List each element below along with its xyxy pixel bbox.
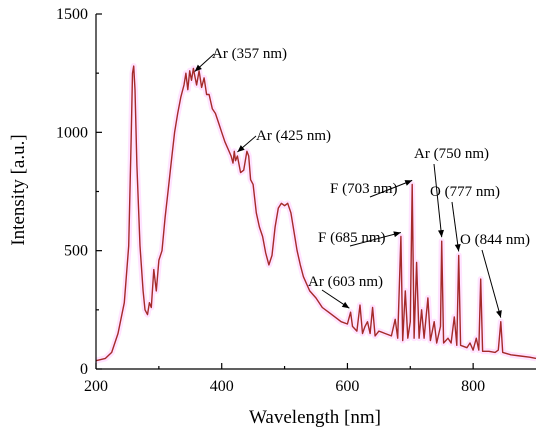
x-tick-label: 400: [210, 378, 234, 395]
annotation-arrowhead: [237, 145, 245, 152]
annotation-label: O (777 nm): [430, 184, 500, 200]
y-tick-label: 0: [80, 361, 88, 378]
y-tick-label: 1000: [56, 124, 88, 141]
annotation-arrowhead: [496, 310, 502, 318]
annotation-arrowhead: [454, 244, 461, 252]
x-axis: 200 400 600 800: [84, 363, 536, 395]
annotation-arrowhead: [194, 64, 202, 72]
x-tick-label: 800: [461, 378, 485, 395]
annotation-arrow: [369, 179, 413, 198]
annotation-arrowhead: [393, 231, 401, 238]
y-tick-label: 500: [64, 243, 88, 260]
annotation-label: Ar (603 nm): [308, 274, 383, 290]
annotations: Ar (357 nm) Ar (425 nm) Ar (603 nm) F (685 …: [194, 46, 530, 318]
x-tick-label: 600: [335, 378, 359, 395]
spectrum-line: [95, 65, 537, 362]
y-axis-title: Intensity [a.u.]: [8, 134, 29, 245]
x-axis-title: Wavelength [nm]: [249, 407, 381, 428]
annotation-arrow: [349, 231, 401, 247]
annotation-label: Ar (425 nm): [256, 128, 331, 144]
annotation-arrow: [433, 163, 443, 238]
plot-area: [95, 63, 537, 364]
annotation-arrowhead: [437, 229, 444, 238]
annotation-arrowhead: [341, 301, 350, 309]
annotation-label: O (844 nm): [460, 232, 530, 248]
x-tick-label: 200: [84, 378, 108, 395]
y-axis: 0 500 1000 1500: [56, 6, 102, 378]
annotation-arrow: [481, 249, 502, 318]
annotation-label: Ar (750 nm): [414, 146, 489, 162]
y-tick-label: 1500: [56, 6, 88, 23]
spectrum-glow: [95, 63, 537, 364]
annotation-label: F (685 nm): [318, 230, 386, 246]
annotation-arrowhead: [404, 180, 413, 186]
annotation-label: F (703 nm): [330, 181, 398, 197]
annotation-label: Ar (357 nm): [212, 46, 287, 62]
annotation-arrow: [451, 201, 460, 252]
